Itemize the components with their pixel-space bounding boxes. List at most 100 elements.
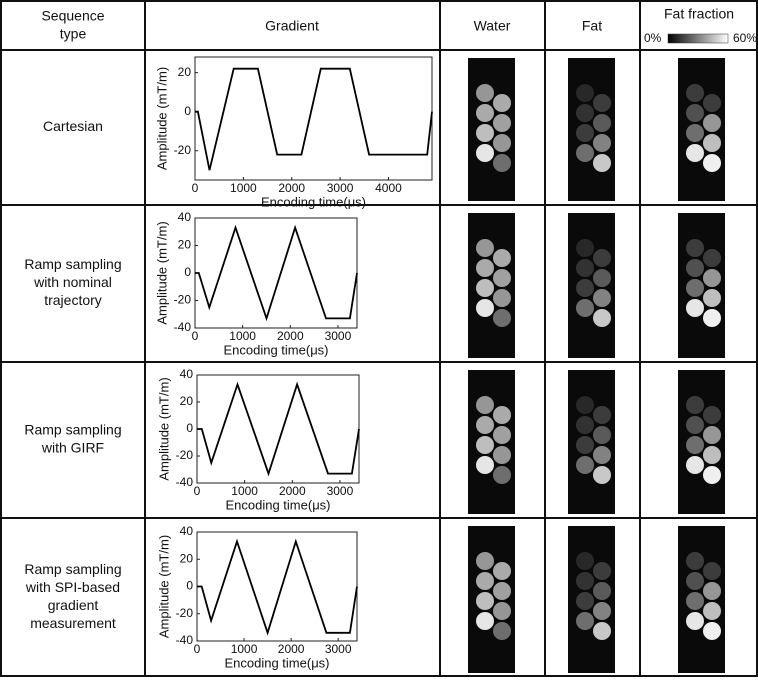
phantom-vial — [493, 309, 511, 327]
y-axis-label: Amplitude (mT/m) — [156, 535, 171, 638]
phantom-vial — [576, 279, 594, 297]
phantom-vial — [576, 592, 594, 610]
phantom-vial — [686, 84, 704, 102]
x-axis-label: Encoding time(μs) — [225, 497, 330, 512]
header-text: type — [60, 26, 87, 42]
phantom-vial — [576, 144, 594, 162]
phantom-vial — [593, 446, 611, 464]
phantom-vial — [493, 562, 511, 580]
phantom-vial — [593, 134, 611, 152]
phantom-vial — [686, 279, 704, 297]
phantom-vial — [703, 622, 721, 640]
phantom-vial — [576, 104, 594, 122]
phantom-vial — [576, 124, 594, 142]
y-tick-label: 40 — [178, 210, 192, 224]
phantom-vial — [703, 154, 721, 172]
header-text: Fat — [582, 18, 602, 34]
phantom-vial — [476, 299, 494, 317]
phantom-vial — [476, 592, 494, 610]
x-tick-label: 2000 — [278, 642, 305, 656]
phantom-vial — [493, 94, 511, 112]
y-tick-label: 0 — [184, 265, 191, 279]
x-tick-label: 2000 — [279, 484, 306, 498]
phantom-vial — [476, 239, 494, 257]
phantom-vial — [686, 104, 704, 122]
x-axis-label: Encoding time(μs) — [261, 194, 366, 209]
phantom-vial — [703, 309, 721, 327]
phantom-vial — [576, 396, 594, 414]
y-tick-label: -40 — [176, 633, 194, 647]
header-text: Fat fraction — [664, 6, 734, 22]
y-tick-label: 20 — [180, 394, 194, 408]
phantom-vial — [686, 144, 704, 162]
phantom-vial — [686, 592, 704, 610]
y-axis-label: Amplitude (mT/m) — [154, 221, 169, 324]
phantom-vial — [493, 154, 511, 172]
phantom-vial — [703, 289, 721, 307]
phantom-vial — [703, 602, 721, 620]
y-axis-label: Amplitude (mT/m) — [156, 377, 171, 480]
phantom-vial — [576, 456, 594, 474]
phantom-vial — [576, 612, 594, 630]
phantom-vial — [593, 602, 611, 620]
phantom-vial — [703, 94, 721, 112]
phantom-vial — [593, 154, 611, 172]
phantom-vial — [686, 436, 704, 454]
phantom-vial — [576, 239, 594, 257]
phantom-vial — [593, 622, 611, 640]
y-tick-label: 20 — [180, 551, 194, 565]
phantom-vial — [493, 406, 511, 424]
phantom-vial — [686, 572, 704, 590]
phantom-vial — [703, 249, 721, 267]
x-tick-label: 2000 — [278, 181, 305, 195]
phantom-vial — [476, 396, 494, 414]
phantom-vial — [476, 416, 494, 434]
phantom-vial — [476, 259, 494, 277]
phantom-vial — [493, 114, 511, 132]
x-tick-label: 3000 — [325, 642, 352, 656]
phantom-vial — [476, 144, 494, 162]
x-tick-label: 0 — [194, 642, 201, 656]
x-tick-label: 0 — [192, 329, 199, 343]
phantom-vial — [686, 396, 704, 414]
colorbar-label: 60% — [733, 31, 757, 45]
phantom-vial — [493, 249, 511, 267]
row-label: trajectory — [44, 292, 102, 308]
phantom-vial — [576, 299, 594, 317]
phantom-vial — [576, 572, 594, 590]
x-axis-label: Encoding time(μs) — [224, 655, 329, 670]
y-tick-label: 40 — [180, 367, 194, 381]
x-tick-label: 1000 — [229, 329, 256, 343]
phantom-vial — [686, 124, 704, 142]
x-tick-label: 1000 — [230, 181, 257, 195]
colorbar-label: 0% — [644, 31, 662, 45]
phantom-vial — [476, 104, 494, 122]
y-tick-label: -20 — [174, 293, 192, 307]
y-tick-label: -20 — [174, 143, 192, 157]
x-tick-label: 0 — [192, 181, 199, 195]
y-tick-label: -40 — [174, 320, 192, 334]
x-tick-label: 1000 — [231, 484, 258, 498]
y-tick-label: 40 — [180, 524, 194, 538]
phantom-vial — [686, 299, 704, 317]
phantom-vial — [593, 249, 611, 267]
phantom-vial — [686, 552, 704, 570]
phantom-vial — [703, 466, 721, 484]
phantom-vial — [703, 134, 721, 152]
phantom-vial — [493, 582, 511, 600]
x-tick-label: 1000 — [231, 642, 258, 656]
phantom-vial — [686, 416, 704, 434]
y-axis-label: Amplitude (mT/m) — [154, 67, 169, 170]
x-tick-label: 3000 — [325, 329, 352, 343]
x-tick-label: 2000 — [277, 329, 304, 343]
x-tick-label: 4000 — [375, 181, 402, 195]
x-axis-label: Encoding time(μs) — [223, 342, 328, 357]
phantom-vial — [576, 416, 594, 434]
y-tick-label: 20 — [178, 65, 192, 79]
phantom-vial — [703, 114, 721, 132]
phantom-vial — [476, 436, 494, 454]
phantom-vial — [686, 612, 704, 630]
phantom-vial — [476, 456, 494, 474]
phantom-vial — [686, 239, 704, 257]
row-label: Cartesian — [43, 118, 103, 134]
